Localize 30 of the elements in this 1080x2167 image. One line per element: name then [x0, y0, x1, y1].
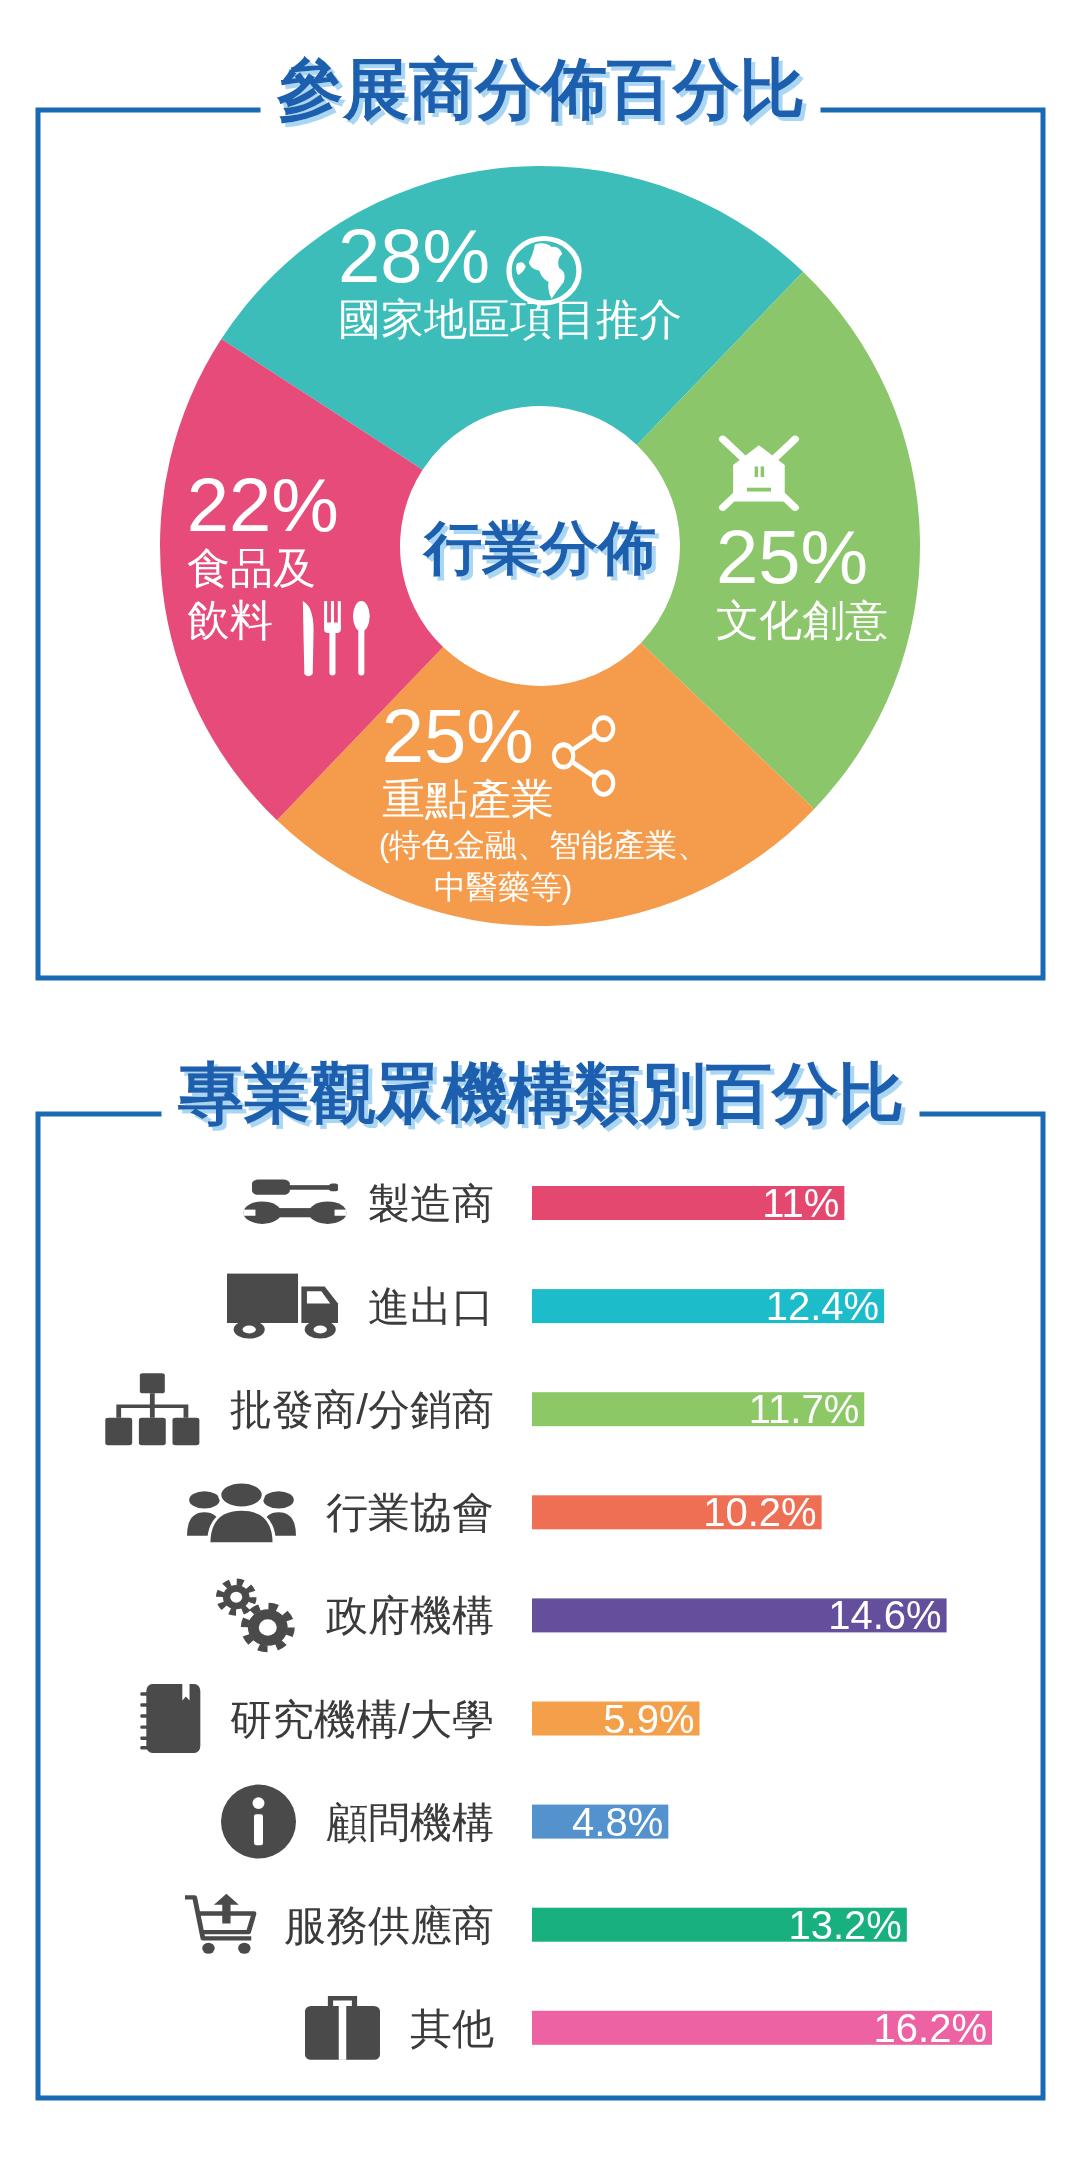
- data-label: 12.4%: [765, 1284, 880, 1329]
- data-label: 28%: [337, 212, 491, 298]
- data-label: 10.2%: [703, 1490, 817, 1535]
- data-label: 11%: [762, 1181, 840, 1225]
- y-tick-label: 其他: [410, 2004, 494, 2052]
- y-tick-label: 行業協會: [326, 1489, 494, 1537]
- bar: [532, 1392, 865, 1427]
- y-tick-label: 製造商: [368, 1180, 494, 1227]
- y-tick-label: 政府機構: [326, 1592, 494, 1640]
- data-label: 4.8%: [572, 1799, 664, 1844]
- data-label: 11.7%: [748, 1387, 860, 1432]
- donut-slice: [276, 642, 815, 926]
- y-tick-label: 顧問機構: [326, 1798, 494, 1846]
- y-tick-label: 研究機構/大學: [230, 1695, 494, 1743]
- data-label: 13.2%: [788, 1902, 902, 1947]
- data-label: 14.6%: [828, 1593, 942, 1638]
- bar: [532, 1186, 845, 1220]
- bar: [532, 1289, 885, 1324]
- data-label: 5.9%: [603, 1696, 695, 1741]
- chart-title: 參展商分佈百分比: [275, 52, 805, 126]
- chart-title: 專業觀眾機構類別百分比: [176, 1056, 904, 1130]
- data-label: 16.2%: [873, 2005, 987, 2050]
- bar: [532, 1907, 907, 1942]
- y-tick-label: 服務供應商: [284, 1901, 494, 1949]
- y-tick-label: 批發商/分銷商: [230, 1386, 494, 1434]
- donut-slice: [221, 166, 804, 470]
- y-tick-label: 進出口: [368, 1283, 494, 1331]
- bar: [532, 1598, 947, 1633]
- text: 行業分佈: [422, 515, 656, 580]
- bar: [532, 2010, 992, 2045]
